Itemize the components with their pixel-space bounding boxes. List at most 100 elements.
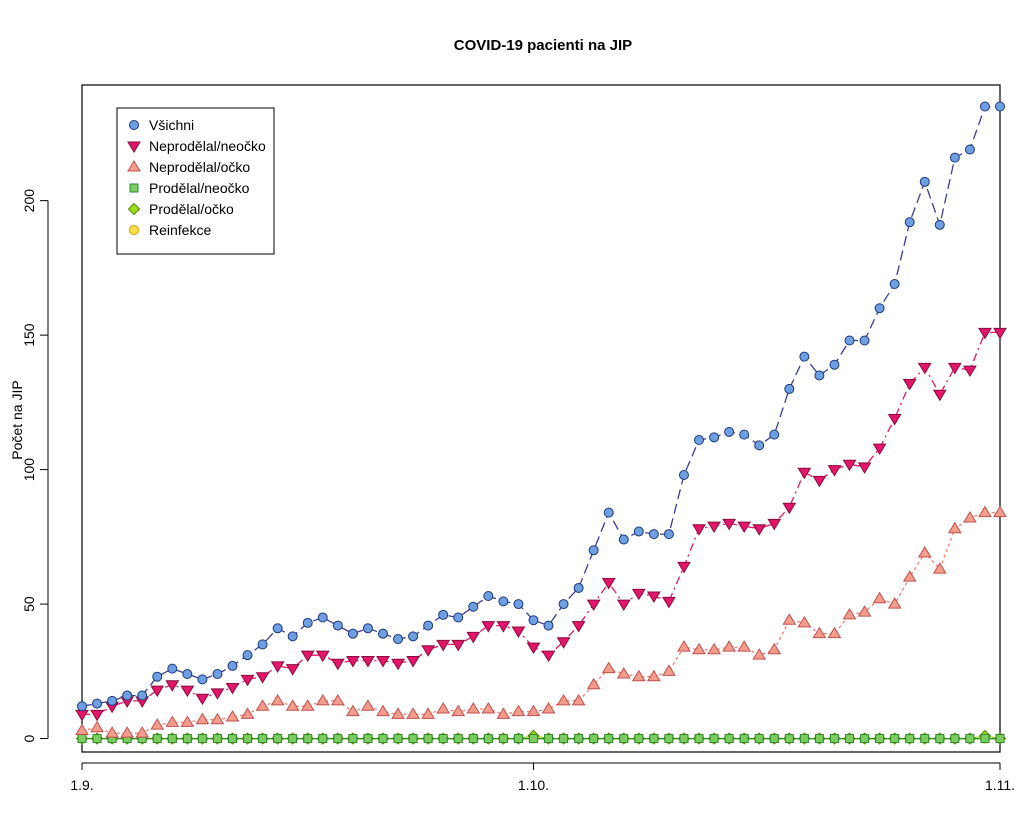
data-point [362,623,373,634]
series-3 [77,734,1005,744]
data-point [934,219,945,230]
data-point [182,734,192,744]
data-point [993,505,1007,518]
data-point [829,734,839,744]
data-point [860,734,870,744]
data-point [752,648,767,660]
data-point [165,680,180,692]
data-point [361,656,375,668]
data-point [767,518,782,531]
data-point [513,599,524,610]
data-point [784,734,794,744]
data-point [165,715,180,727]
data-point [603,507,614,518]
data-point [917,546,932,558]
data-point [288,734,298,744]
legend-marker [127,202,141,216]
data-point [662,596,676,609]
plot-frame [81,84,1001,753]
data-point [483,591,494,602]
data-point [393,634,404,645]
data-point [859,335,870,346]
data-point [574,734,584,744]
data-point [496,621,511,633]
data-point [210,712,225,725]
data-point [285,664,300,676]
data-point [633,526,644,537]
y-tick-label: 200 [21,189,37,213]
data-point [107,695,118,706]
data-point [526,642,541,655]
data-point [526,704,541,717]
data-point [167,663,178,674]
data-point [887,597,902,609]
data-point [739,734,749,744]
data-point [571,621,586,633]
data-point [77,701,87,712]
data-point [619,734,629,744]
data-point [662,664,676,676]
data-point [631,588,646,601]
data-point [273,734,283,744]
data-point [195,693,210,706]
data-point [346,704,360,717]
legend-label: Prodělal/neočko [149,180,250,196]
y-tick-label: 0 [21,734,37,742]
legend-label: Prodělal/očko [149,201,234,217]
y-axis-label: Počet na JIP [9,380,25,459]
data-point [318,734,328,744]
data-point [556,693,571,706]
data-point [814,734,824,744]
data-point [197,734,207,744]
data-point [330,658,345,671]
data-point [317,612,328,623]
data-point [737,521,752,534]
data-point [797,467,812,480]
data-point [872,591,887,604]
data-point [481,621,496,633]
data-point [797,615,812,628]
data-point [406,656,420,668]
data-point [917,362,932,375]
legend: Všichni Neprodělal/neočko Neprodělal/očko P… [116,107,275,255]
data-point [272,623,283,634]
data-point [363,734,373,744]
data-point [679,734,689,744]
data-point [844,335,855,346]
data-point [408,631,419,642]
x-tick-label: 1.10. [518,777,549,793]
data-point [648,529,659,540]
data-point [782,502,797,515]
data-point [105,726,119,738]
data-point [300,650,315,663]
data-point [935,734,945,744]
data-point [571,693,586,706]
data-point [300,699,315,711]
data-point [225,710,240,722]
data-point [421,645,436,657]
data-point [408,734,418,744]
data-point [754,440,765,451]
data-point [842,459,857,472]
data-point [513,734,523,744]
data-point [842,607,857,620]
data-point [905,734,915,744]
data-point [709,734,719,744]
data-point [919,176,930,187]
legend-marker [127,160,141,172]
data-point [589,734,599,744]
data-point [436,639,451,652]
data-point [902,570,917,582]
data-point [212,734,222,744]
data-point [857,605,872,617]
data-point [377,628,388,639]
data-point [980,734,990,744]
data-point [799,734,809,744]
data-point [920,734,930,744]
data-point [75,709,89,722]
data-point [135,726,150,738]
data-point [270,661,285,673]
data-point [212,669,223,680]
data-point [724,734,734,744]
